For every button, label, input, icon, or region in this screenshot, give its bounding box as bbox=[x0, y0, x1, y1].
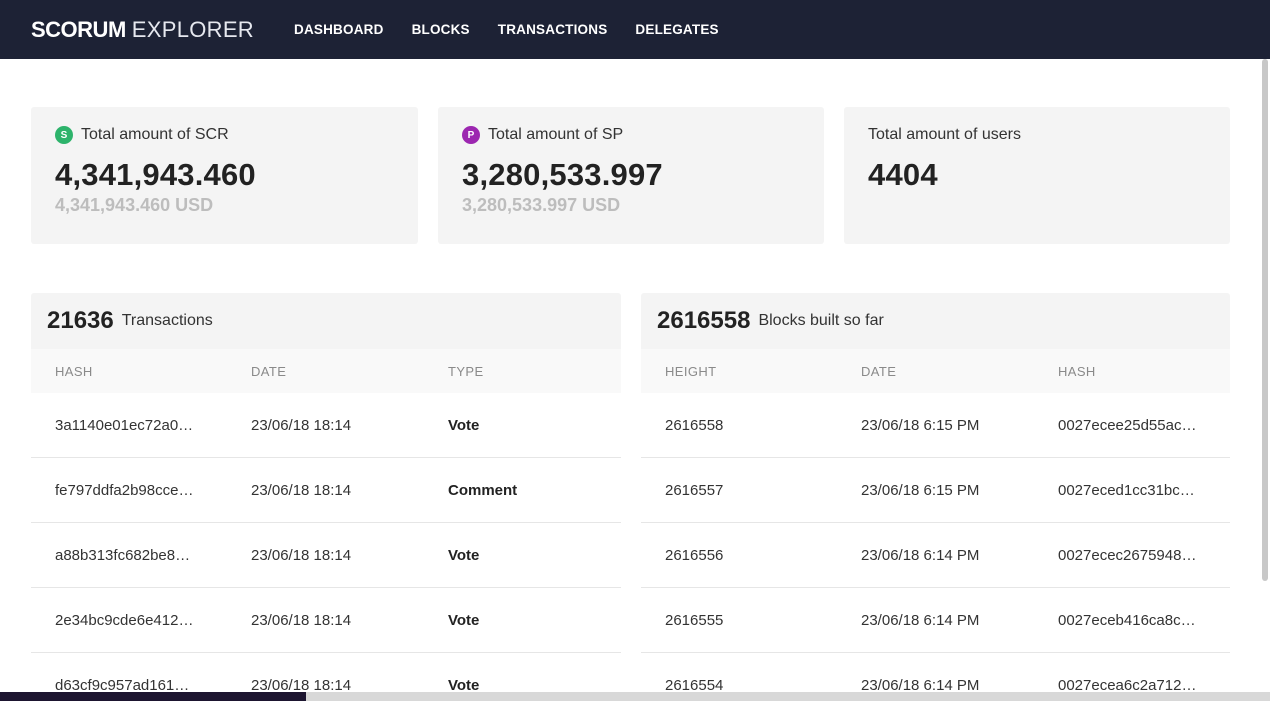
block-hash[interactable]: 0027eced1cc31bc… bbox=[1058, 481, 1195, 499]
blocks-table-head: HEIGHT DATE HASH bbox=[641, 349, 1230, 393]
blocks-header: 2616558 Blocks built so far bbox=[641, 293, 1230, 349]
block-date: 23/06/18 6:14 PM bbox=[861, 676, 980, 694]
transaction-type: Comment bbox=[448, 481, 518, 499]
block-row[interactable]: 2616555 23/06/18 6:14 PM 0027eceb416ca8c… bbox=[641, 588, 1230, 653]
stat-card-users: Total amount of users 4404 bbox=[844, 107, 1230, 244]
column-header-date: DATE bbox=[861, 363, 897, 379]
transaction-type: Vote bbox=[448, 546, 480, 564]
nav-transactions[interactable]: TRANSACTIONS bbox=[497, 22, 608, 37]
transaction-date: 23/06/18 18:14 bbox=[251, 416, 352, 434]
nav-delegates[interactable]: DELEGATES bbox=[635, 22, 719, 37]
column-header-hash: HASH bbox=[1058, 363, 1096, 379]
transaction-type: Vote bbox=[448, 676, 480, 694]
transaction-date: 23/06/18 18:14 bbox=[251, 676, 352, 694]
block-height[interactable]: 2616555 bbox=[665, 611, 724, 629]
transaction-row[interactable]: 2e34bc9cde6e412… 23/06/18 18:14 Vote bbox=[31, 588, 621, 653]
column-header-type: TYPE bbox=[448, 363, 484, 379]
top-navbar: SCORUM EXPLORER DASHBOARD BLOCKS TRANSAC… bbox=[0, 0, 1270, 59]
nav-blocks[interactable]: BLOCKS bbox=[411, 22, 470, 37]
bottom-strip-dark bbox=[0, 692, 306, 701]
brand-suffix: EXPLORER bbox=[131, 16, 254, 42]
transaction-type: Vote bbox=[448, 611, 480, 629]
transaction-row[interactable]: a88b313fc682be8… 23/06/18 18:14 Vote bbox=[31, 523, 621, 588]
brand-name: SCORUM bbox=[31, 16, 126, 42]
block-height[interactable]: 2616556 bbox=[665, 546, 724, 564]
transaction-date: 23/06/18 18:14 bbox=[251, 611, 352, 629]
sp-coin-icon: P bbox=[462, 126, 480, 144]
column-header-height: HEIGHT bbox=[665, 363, 717, 379]
transaction-hash[interactable]: a88b313fc682be8… bbox=[55, 546, 191, 564]
stat-usd-value: 3,280,533.997 USD bbox=[462, 195, 621, 215]
transactions-panel: 21636 Transactions HASH DATE TYPE 3a1140… bbox=[31, 293, 621, 701]
brand-logo[interactable]: SCORUM EXPLORER bbox=[31, 17, 254, 43]
blocks-panel: 2616558 Blocks built so far HEIGHT DATE … bbox=[641, 293, 1230, 701]
block-date: 23/06/18 6:15 PM bbox=[861, 416, 980, 434]
block-date: 23/06/18 6:14 PM bbox=[861, 546, 980, 564]
stat-label: Total amount of users bbox=[868, 126, 1021, 143]
nav-links: DASHBOARD BLOCKS TRANSACTIONS DELEGATES bbox=[294, 22, 747, 37]
transactions-table-head: HASH DATE TYPE bbox=[31, 349, 621, 393]
page-scrollbar[interactable] bbox=[1262, 59, 1268, 581]
transaction-date: 23/06/18 18:14 bbox=[251, 481, 352, 499]
transaction-date: 23/06/18 18:14 bbox=[251, 546, 352, 564]
stat-label: Total amount of SCR bbox=[81, 126, 229, 143]
column-header-hash: HASH bbox=[55, 363, 93, 379]
stat-title: Total amount of users bbox=[868, 125, 1206, 145]
blocks-label: Blocks built so far bbox=[758, 312, 884, 329]
stat-title: P Total amount of SP bbox=[462, 125, 800, 145]
block-row[interactable]: 2616556 23/06/18 6:14 PM 0027ecec2675948… bbox=[641, 523, 1230, 588]
block-hash[interactable]: 0027ecee25d55ac… bbox=[1058, 416, 1197, 434]
block-hash[interactable]: 0027eceb416ca8c… bbox=[1058, 611, 1196, 629]
block-date: 23/06/18 6:15 PM bbox=[861, 481, 980, 499]
block-height[interactable]: 2616558 bbox=[665, 416, 724, 434]
transaction-row[interactable]: fe797ddfa2b98cce… 23/06/18 18:14 Comment bbox=[31, 458, 621, 523]
transactions-count: 21636 bbox=[47, 307, 114, 334]
block-hash[interactable]: 0027ecea6c2a712… bbox=[1058, 676, 1197, 694]
block-hash[interactable]: 0027ecec2675948… bbox=[1058, 546, 1197, 564]
transactions-label: Transactions bbox=[121, 312, 213, 329]
nav-dashboard[interactable]: DASHBOARD bbox=[294, 22, 384, 37]
block-height[interactable]: 2616557 bbox=[665, 481, 724, 499]
main-content: S Total amount of SCR 4,341,943.460 4,34… bbox=[0, 59, 1260, 701]
block-height[interactable]: 2616554 bbox=[665, 676, 724, 694]
block-date: 23/06/18 6:14 PM bbox=[861, 611, 980, 629]
block-row[interactable]: 2616557 23/06/18 6:15 PM 0027eced1cc31bc… bbox=[641, 458, 1230, 523]
bottom-strip bbox=[0, 692, 1270, 701]
scr-coin-icon: S bbox=[55, 126, 73, 144]
stat-value: 4,341,943.460 bbox=[55, 157, 256, 192]
stat-value: 4404 bbox=[868, 157, 938, 192]
stat-card-scr: S Total amount of SCR 4,341,943.460 4,34… bbox=[31, 107, 418, 244]
stat-value: 3,280,533.997 bbox=[462, 157, 663, 192]
blocks-count: 2616558 bbox=[657, 307, 751, 334]
transaction-row[interactable]: 3a1140e01ec72a0… 23/06/18 18:14 Vote bbox=[31, 393, 621, 458]
stat-usd-value: 4,341,943.460 USD bbox=[55, 195, 214, 215]
block-row[interactable]: 2616558 23/06/18 6:15 PM 0027ecee25d55ac… bbox=[641, 393, 1230, 458]
transactions-header: 21636 Transactions bbox=[31, 293, 621, 349]
transaction-hash[interactable]: 3a1140e01ec72a0… bbox=[55, 416, 194, 434]
transaction-hash[interactable]: fe797ddfa2b98cce… bbox=[55, 481, 194, 499]
transaction-hash[interactable]: d63cf9c957ad161… bbox=[55, 676, 190, 694]
stat-label: Total amount of SP bbox=[488, 126, 624, 143]
stat-title: S Total amount of SCR bbox=[55, 125, 394, 145]
stat-card-sp: P Total amount of SP 3,280,533.997 3,280… bbox=[438, 107, 824, 244]
transaction-hash[interactable]: 2e34bc9cde6e412… bbox=[55, 611, 194, 629]
column-header-date: DATE bbox=[251, 363, 287, 379]
transaction-type: Vote bbox=[448, 416, 480, 434]
